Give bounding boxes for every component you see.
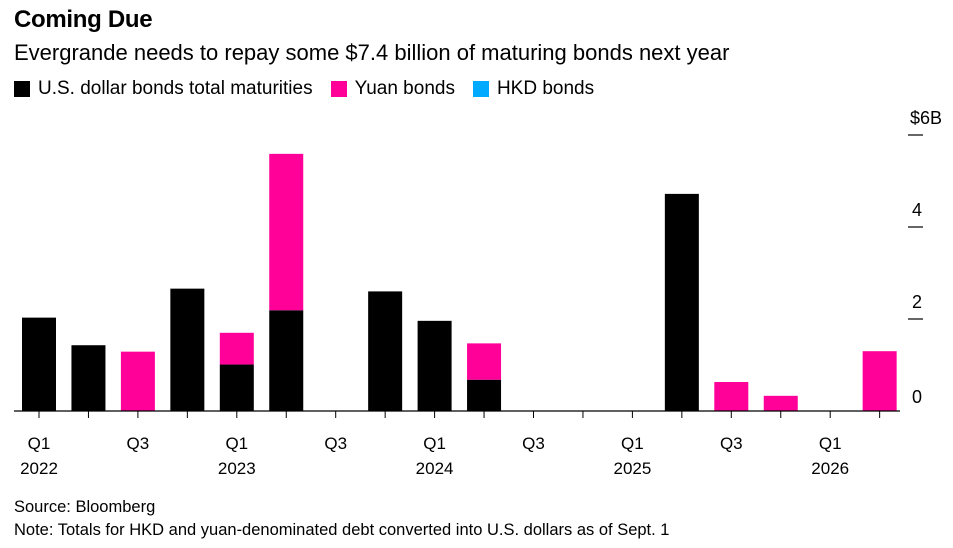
legend-swatch-hkd: [472, 81, 489, 97]
bar-usd-1: [71, 345, 106, 411]
legend-label-yuan: Yuan bonds: [354, 78, 455, 99]
y-tick-label-2: 4: [912, 200, 922, 220]
x-tick-label-year-8: 2026: [811, 459, 849, 478]
x-tick-label-year-2: 2023: [218, 459, 256, 478]
legend-swatch-yuan: [330, 81, 347, 97]
bar-usd-3: [170, 288, 205, 411]
chart-title: Coming Due: [14, 6, 153, 33]
legend-label-usd: U.S. dollar bonds total maturities: [38, 78, 313, 99]
bar-yuan-15: [763, 395, 798, 411]
y-tick-label-0: 0: [912, 387, 922, 407]
bar-usd-4: [219, 364, 254, 411]
legend: U.S. dollar bonds total maturities Yuan …: [14, 78, 612, 100]
x-tick-label-year-0: 2022: [20, 459, 58, 478]
bar-usd-8: [417, 320, 452, 411]
y-tick-label-3: $6B: [910, 108, 942, 128]
footnote: Note: Totals for HKD and yuan-denominate…: [14, 521, 670, 539]
bar-yuan-17: [862, 351, 897, 411]
source-note: Source: Bloomberg: [14, 498, 156, 516]
bar-yuan-5: [269, 153, 304, 311]
chart-subtitle: Evergrande needs to repay some $7.4 bill…: [14, 40, 730, 65]
x-tick-label-quarter-1: Q3: [127, 434, 150, 453]
legend-label-hkd: HKD bonds: [496, 78, 595, 99]
x-tick-label-quarter-8: Q1: [819, 434, 842, 453]
y-tick-label-1: 2: [912, 292, 922, 312]
x-tick-label-quarter-4: Q1: [423, 434, 446, 453]
x-tick-label-year-6: 2025: [613, 459, 651, 478]
legend-item-yuan: Yuan bonds: [330, 78, 455, 100]
x-tick-label-quarter-5: Q3: [522, 434, 545, 453]
bar-usd-0: [22, 317, 56, 411]
bar-usd-7: [368, 291, 403, 411]
bar-usd-9: [467, 379, 502, 411]
x-tick-label-quarter-7: Q3: [720, 434, 743, 453]
bar-yuan-9: [467, 343, 502, 380]
bar-yuan-14: [714, 382, 749, 411]
bar-yuan-4: [219, 332, 254, 365]
x-tick-label-quarter-2: Q1: [225, 434, 248, 453]
bar-usd-5: [269, 310, 304, 411]
legend-item-usd: U.S. dollar bonds total maturities: [14, 78, 313, 100]
bar-yuan-2: [120, 351, 155, 411]
x-tick-label-quarter-6: Q1: [621, 434, 644, 453]
bar-usd-13: [664, 193, 699, 411]
legend-swatch-usd: [14, 81, 30, 97]
x-tick-label-year-4: 2024: [416, 459, 454, 478]
legend-item-hkd: HKD bonds: [472, 78, 595, 100]
x-tick-label-quarter-3: Q3: [324, 434, 347, 453]
x-tick-label-quarter-0: Q1: [28, 434, 51, 453]
